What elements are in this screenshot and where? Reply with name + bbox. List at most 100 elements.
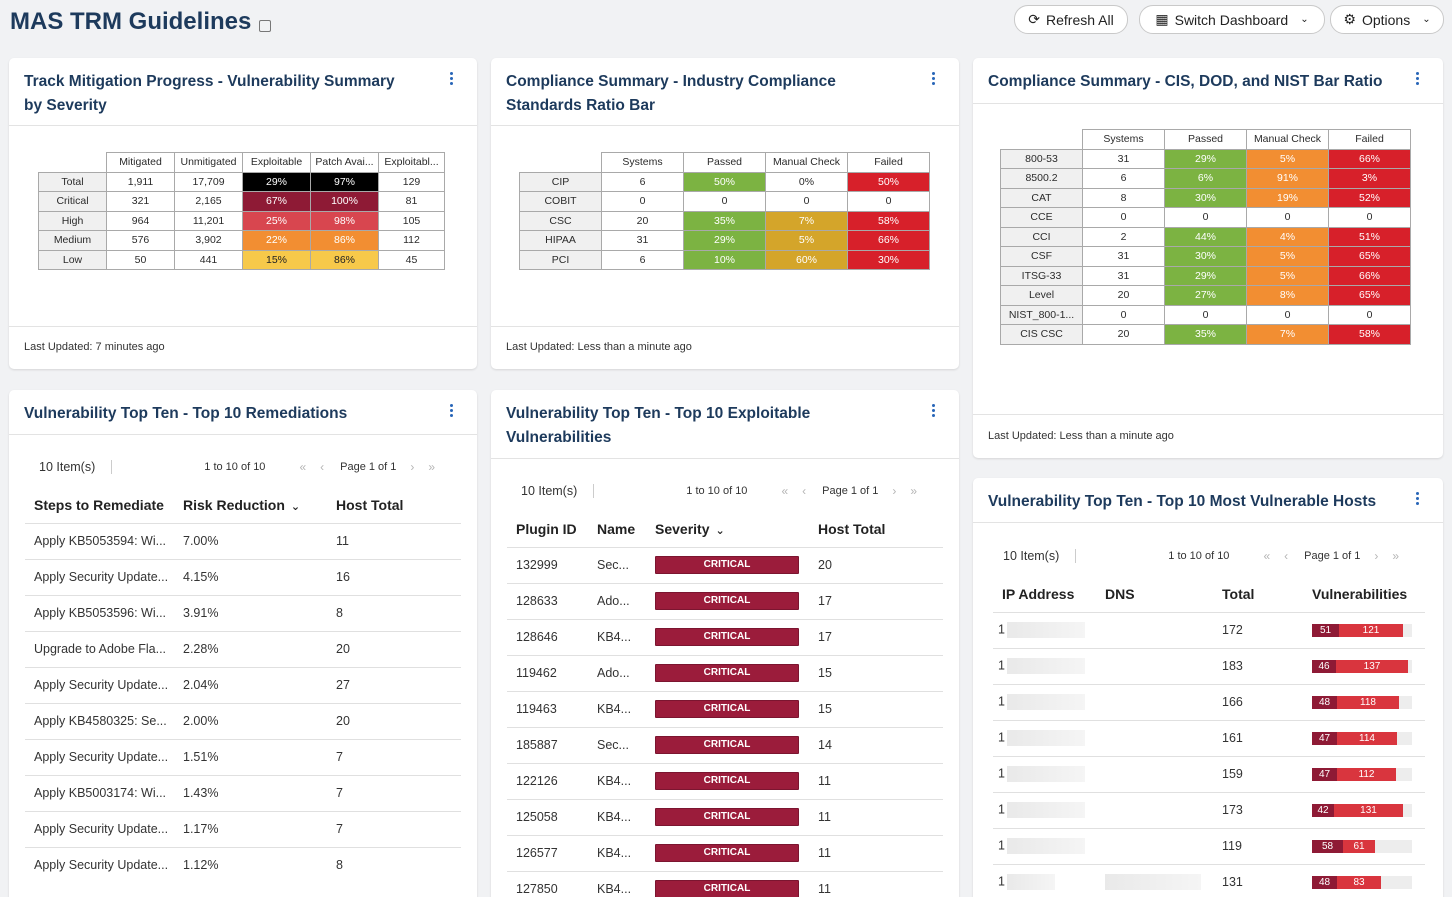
plugin-id-link[interactable]: 132999: [507, 546, 597, 583]
vulnerability-bar: 47 112: [1312, 767, 1425, 781]
table-row[interactable]: Apply Security Update... 1.17% 7: [25, 810, 461, 847]
first-page-icon[interactable]: «: [781, 484, 789, 498]
first-page-icon[interactable]: «: [299, 460, 307, 474]
column-header[interactable]: IP Address: [993, 576, 1105, 612]
card-header: Vulnerability Top Ten - Top 10 Most Vuln…: [973, 478, 1443, 523]
plugin-id-link[interactable]: 128646: [507, 618, 597, 655]
column-header: Systems: [601, 152, 684, 173]
plugin-id-link[interactable]: 119463: [507, 690, 597, 727]
table-row[interactable]: 119463 KB4... CRITICAL 15: [507, 690, 943, 727]
column-header: Exploitabl...: [378, 152, 445, 173]
next-page-icon[interactable]: ›: [1374, 549, 1379, 563]
column-header: Unmitigated: [174, 152, 243, 173]
table-row[interactable]: Apply KB5053596: Wi... 3.91% 8: [25, 594, 461, 631]
table-row[interactable]: 132999 Sec... CRITICAL 20: [507, 546, 943, 583]
total-count: 161: [1222, 719, 1312, 756]
column-header[interactable]: Total: [1222, 576, 1312, 612]
menu-icon[interactable]: [930, 72, 936, 85]
table-row[interactable]: Apply Security Update... 1.51% 7: [25, 738, 461, 775]
column-header[interactable]: Steps to Remediate: [25, 487, 183, 523]
menu-icon[interactable]: [930, 404, 936, 417]
table-row: High 964 11,201 25% 98% 105: [38, 210, 445, 231]
plugin-id-link[interactable]: 119462: [507, 654, 597, 691]
last-page-icon[interactable]: »: [428, 460, 436, 474]
column-header[interactable]: DNS: [1105, 576, 1222, 612]
first-page-icon[interactable]: «: [1263, 549, 1271, 563]
prev-page-icon[interactable]: ‹: [320, 460, 325, 474]
plugin-name: Sec...: [597, 726, 655, 763]
table-row[interactable]: 1 172 51 121: [993, 611, 1425, 648]
host-total: 11: [818, 870, 943, 897]
risk-reduction: 2.00%: [183, 702, 336, 739]
item-count: 10 Item(s): [1003, 549, 1060, 563]
value-cell: 105: [378, 210, 445, 231]
critical-segment: 58: [1312, 839, 1343, 853]
column-header: Mitigated: [106, 152, 175, 173]
high-segment: 112: [1337, 767, 1396, 781]
table-row[interactable]: 1 183 46 137: [993, 647, 1425, 684]
severity-badge: CRITICAL: [655, 700, 799, 718]
value-cell: 29%: [1164, 148, 1247, 169]
table-row[interactable]: 1 119 58 61: [993, 827, 1425, 864]
last-page-icon[interactable]: »: [1392, 549, 1400, 563]
table-row[interactable]: 122126 KB4... CRITICAL 11: [507, 762, 943, 799]
value-cell: 50%: [847, 171, 930, 192]
table-row[interactable]: 127850 KB4... CRITICAL 11: [507, 870, 943, 897]
column-header[interactable]: Severity ⌄: [655, 511, 818, 547]
vulnerable-hosts-table: IP Address DNS Total Vulnerabilities 1 172 51 1…: [993, 576, 1425, 897]
prev-page-icon[interactable]: ‹: [802, 484, 807, 498]
plugin-id-link[interactable]: 126577: [507, 834, 597, 871]
table-row[interactable]: 1 166 48 118: [993, 683, 1425, 720]
next-page-icon[interactable]: ›: [892, 484, 897, 498]
table-row[interactable]: 1 173 42 131: [993, 791, 1425, 828]
table-row[interactable]: Upgrade to Adobe Fla... 2.28% 20: [25, 630, 461, 667]
table-row[interactable]: 1 161 47 114: [993, 719, 1425, 756]
menu-icon[interactable]: [1414, 492, 1420, 505]
next-page-icon[interactable]: ›: [410, 460, 415, 474]
table-row[interactable]: 126577 KB4... CRITICAL 11: [507, 834, 943, 871]
corner-cell: [520, 153, 602, 173]
card-title: Vulnerability Top Ten - Top 10 Remediati…: [24, 405, 348, 422]
row-label: CCE: [1000, 207, 1083, 228]
remediation-step: Apply Security Update...: [25, 810, 183, 847]
column-header[interactable]: Plugin ID: [507, 511, 597, 547]
column-header[interactable]: Name: [597, 511, 655, 547]
table-row[interactable]: Apply Security Update... 1.12% 8: [25, 846, 461, 883]
menu-icon[interactable]: [448, 404, 454, 417]
table-row: 8500.2 6 6% 91% 3%: [1000, 168, 1411, 189]
menu-icon[interactable]: [1414, 72, 1420, 85]
column-header-label: Steps to Remediate: [34, 496, 164, 513]
plugin-id-link[interactable]: 185887: [507, 726, 597, 763]
column-header[interactable]: Risk Reduction ⌄: [183, 487, 336, 523]
column-header[interactable]: Vulnerabilities: [1312, 576, 1425, 612]
column-header[interactable]: Host Total: [336, 487, 461, 523]
page-text: Page 1 of 1: [822, 485, 879, 497]
plugin-id-link[interactable]: 122126: [507, 762, 597, 799]
table-row[interactable]: Apply Security Update... 4.15% 16: [25, 558, 461, 595]
table-row[interactable]: Apply KB4580325: Se... 2.00% 20: [25, 702, 461, 739]
table-row[interactable]: 128646 KB4... CRITICAL 17: [507, 618, 943, 655]
range-text: 1 to 10 of 10: [686, 485, 748, 497]
plugin-id-link[interactable]: 128633: [507, 582, 597, 619]
host-total: 15: [818, 690, 943, 727]
plugin-id-link[interactable]: 125058: [507, 798, 597, 835]
table-row[interactable]: 185887 Sec... CRITICAL 14: [507, 726, 943, 763]
table-row[interactable]: 125058 KB4... CRITICAL 11: [507, 798, 943, 835]
copy-icon[interactable]: [259, 20, 272, 32]
table-row[interactable]: Apply KB5053594: Wi... 7.00% 11: [25, 522, 461, 559]
prev-page-icon[interactable]: ‹: [1284, 549, 1289, 563]
value-cell: 86%: [310, 249, 379, 270]
column-header[interactable]: Host Total: [818, 511, 943, 547]
menu-icon[interactable]: [448, 72, 454, 85]
plugin-id-link[interactable]: 127850: [507, 870, 597, 897]
options-button[interactable]: ⚙ Options ⌄: [1330, 5, 1444, 34]
table-row[interactable]: 128633 Ado... CRITICAL 17: [507, 582, 943, 619]
table-row[interactable]: 119462 Ado... CRITICAL 15: [507, 654, 943, 691]
table-row[interactable]: 1 159 47 112: [993, 755, 1425, 792]
refresh-all-button[interactable]: ⟳ Refresh All: [1014, 5, 1128, 34]
table-row[interactable]: Apply KB5003174: Wi... 1.43% 7: [25, 774, 461, 811]
last-page-icon[interactable]: »: [910, 484, 918, 498]
switch-dashboard-button[interactable]: ▦ Switch Dashboard ⌄: [1139, 5, 1325, 34]
table-row[interactable]: Apply Security Update... 2.04% 27: [25, 666, 461, 703]
table-row[interactable]: 1 131 48 83: [993, 863, 1425, 897]
